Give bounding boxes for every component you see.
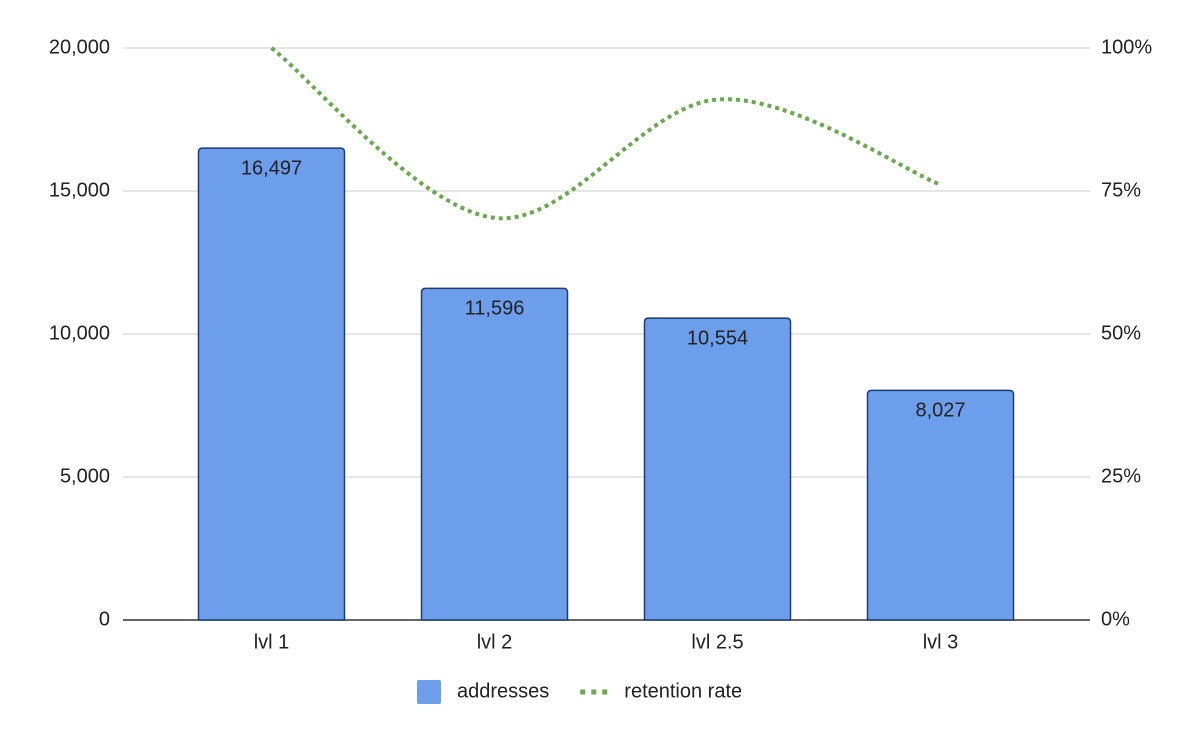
y2-tick-label: 100% [1101, 36, 1152, 58]
x-tick-label: lvl 2.5 [691, 631, 743, 653]
legend-swatch [417, 680, 441, 704]
y-tick-label: 20,000 [49, 36, 110, 58]
y2-tick-label: 75% [1101, 179, 1141, 201]
y2-tick-label: 25% [1101, 465, 1141, 487]
x-tick-label: lvl 3 [923, 631, 959, 653]
legend-label: retention rate [624, 680, 742, 702]
y-tick-label: 15,000 [49, 179, 110, 201]
x-tick-label: lvl 1 [254, 631, 290, 653]
data-label: 8,027 [915, 400, 965, 422]
line [270, 46, 942, 221]
y2-tick-label: 0% [1101, 608, 1130, 630]
data-label: 16,497 [241, 157, 302, 179]
bar [197, 147, 346, 621]
y-tick-label: 10,000 [49, 322, 110, 344]
bar [420, 287, 569, 621]
y-tick-label: 0 [99, 608, 110, 630]
y-tick-label: 5,000 [60, 465, 110, 487]
data-label: 10,554 [687, 327, 748, 349]
bar [643, 317, 792, 621]
data-label: 11,596 [465, 298, 525, 320]
bar [866, 389, 1015, 621]
y2-tick-label: 50% [1101, 322, 1141, 344]
x-tick-label: lvl 2 [477, 631, 513, 653]
legend-label: addresses [457, 680, 549, 702]
